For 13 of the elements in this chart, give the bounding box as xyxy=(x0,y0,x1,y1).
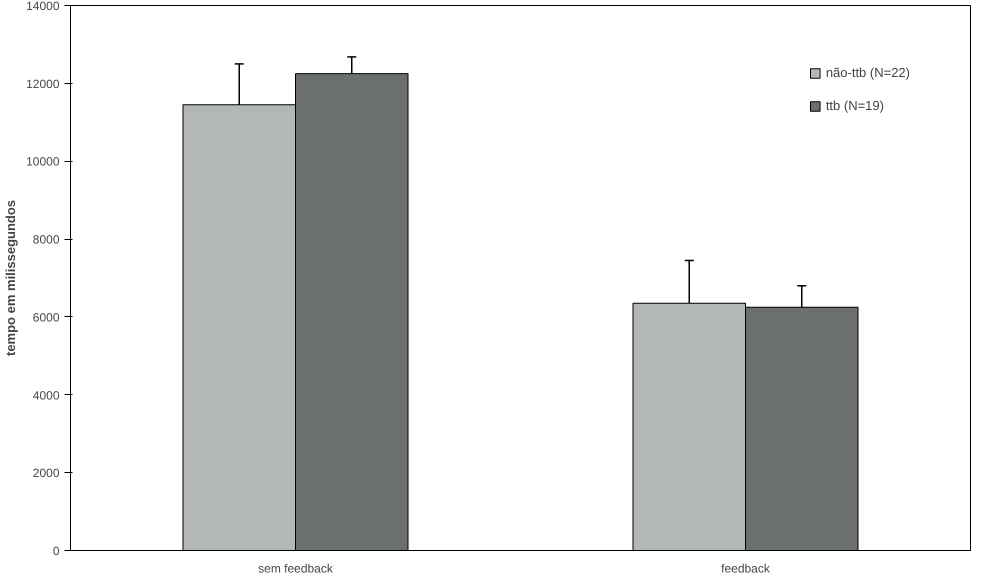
y-tick-label: 14000 xyxy=(26,0,60,13)
legend-label: não-ttb (N=22) xyxy=(826,65,910,80)
x-tick-label: sem feedback xyxy=(258,562,334,576)
y-tick-label: 8000 xyxy=(32,232,60,247)
y-tick-label: 6000 xyxy=(32,310,60,324)
y-tick-label: 12000 xyxy=(26,76,60,91)
y-tick-label: 2000 xyxy=(32,466,60,480)
y-tick-label: 10000 xyxy=(26,154,60,169)
y-tick-label: 0 xyxy=(52,544,60,558)
y-axis-title: tempo em milissegundos xyxy=(3,200,18,356)
legend-label: ttb (N=19) xyxy=(826,98,884,113)
x-tick-label: feedback xyxy=(721,562,771,576)
y-tick-label: 4000 xyxy=(32,388,60,402)
